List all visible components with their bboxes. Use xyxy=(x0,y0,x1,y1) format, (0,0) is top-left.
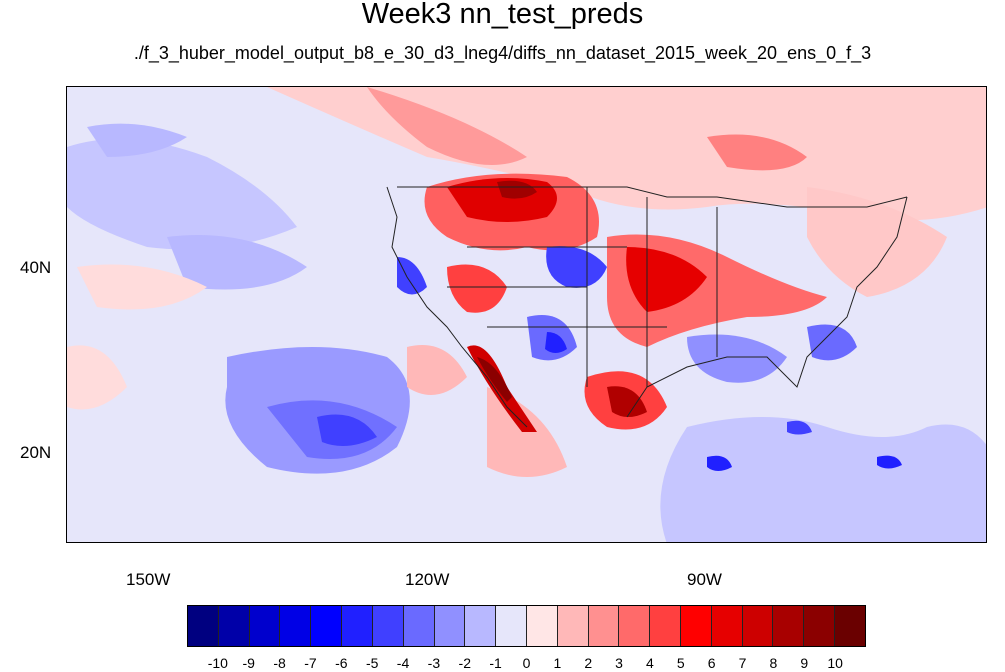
colorbar-label: -2 xyxy=(458,655,471,671)
colorbar-segment xyxy=(403,606,435,646)
plot-subtitle: ./f_3_huber_model_output_b8_e_30_d3_lneg… xyxy=(133,43,872,63)
colorbar-label: 0 xyxy=(522,655,531,671)
field-blue-us xyxy=(397,246,857,383)
colorbar-label: 1 xyxy=(553,655,562,671)
colorbar-label: 7 xyxy=(738,655,747,671)
colorbar-segment xyxy=(650,606,681,646)
colorbar-label: -6 xyxy=(335,655,348,671)
lon-label-90w: 90W xyxy=(687,570,722,589)
lat-label-20n: 20N xyxy=(20,443,52,462)
colorbar-label: 10 xyxy=(827,655,843,671)
colorbar-label: -8 xyxy=(273,655,286,671)
lon-label-120w: 120W xyxy=(405,570,450,589)
field-blue-pacific xyxy=(67,123,986,542)
colorbar-segment xyxy=(496,606,527,646)
lon-label-150w: 150W xyxy=(126,570,171,589)
colorbar-segment xyxy=(681,606,712,646)
colorbar-segment xyxy=(711,606,743,646)
colorbar-segment xyxy=(773,606,805,646)
colorbar-segment xyxy=(619,606,651,646)
colorbar-label: 6 xyxy=(707,655,716,671)
map-panel xyxy=(66,86,987,543)
colorbar-segment xyxy=(588,606,620,646)
colorbar-label: 5 xyxy=(676,655,685,671)
colorbar xyxy=(187,605,866,647)
colorbar-segment xyxy=(280,606,312,646)
field-pink xyxy=(67,87,986,477)
colorbar-segment xyxy=(372,606,404,646)
colorbar-segment xyxy=(218,606,250,646)
colorbar-label: 4 xyxy=(646,655,654,671)
anomaly-map xyxy=(67,87,986,542)
colorbar-label: -7 xyxy=(304,655,317,671)
colorbar-label: 9 xyxy=(800,655,809,671)
field-red-us xyxy=(424,173,827,432)
colorbar-label: -4 xyxy=(396,655,410,671)
colorbar-label: -3 xyxy=(427,655,441,671)
colorbar-label: -10 xyxy=(207,655,228,671)
colorbar-label: 3 xyxy=(615,655,623,671)
lat-label-40n: 40N xyxy=(20,258,52,277)
colorbar-segment xyxy=(742,606,774,646)
colorbar-segment xyxy=(311,606,343,646)
colorbar-segment xyxy=(249,606,281,646)
colorbar-label: 2 xyxy=(584,655,593,671)
colorbar-segment xyxy=(835,606,865,646)
coastline xyxy=(386,186,908,428)
colorbar-segment xyxy=(434,606,466,646)
colorbar-segment xyxy=(465,606,497,646)
colorbar-label: 8 xyxy=(769,655,778,671)
colorbar-label: -9 xyxy=(242,655,255,671)
colorbar-label: -5 xyxy=(365,655,379,671)
colorbar-segment xyxy=(804,606,836,646)
colorbar-segment xyxy=(342,606,373,646)
colorbar-segment xyxy=(188,606,219,646)
colorbar-segment xyxy=(526,606,558,646)
plot-title: Week3 nn_test_preds xyxy=(361,0,644,30)
colorbar-segment xyxy=(557,606,589,646)
colorbar-label: -1 xyxy=(489,655,502,671)
